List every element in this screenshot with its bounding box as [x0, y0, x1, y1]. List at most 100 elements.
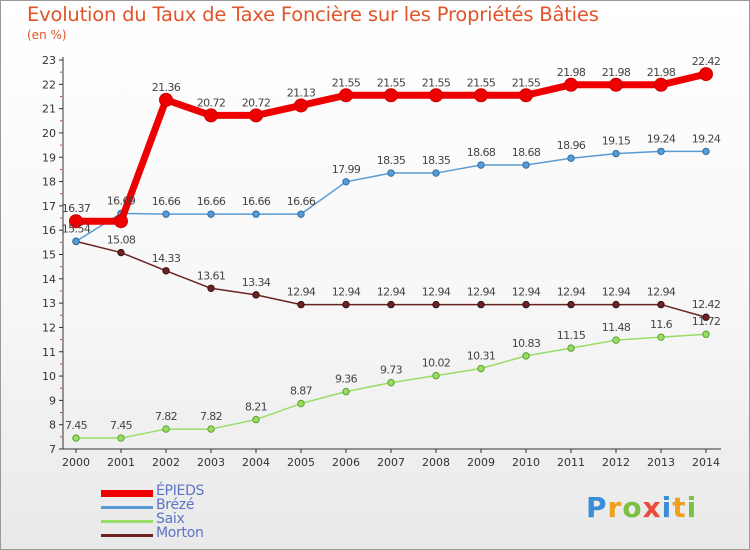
data-label: 15.54 [62, 222, 91, 235]
x-tick-label: 2010 [512, 456, 540, 469]
data-point-breze [567, 154, 575, 162]
data-label: 16.66 [287, 195, 316, 208]
data-label: 18.68 [512, 146, 541, 159]
data-point-epieds [699, 67, 713, 82]
data-label: 21.13 [287, 86, 316, 99]
data-label: 16.66 [152, 195, 181, 208]
data-point-morton [162, 267, 170, 275]
data-point-saix [657, 333, 665, 341]
data-label: 12.94 [512, 286, 541, 299]
data-label: 12.94 [602, 286, 631, 299]
y-tick-label: 11 [42, 346, 56, 359]
data-label: 21.55 [422, 76, 451, 89]
legend-swatch [101, 519, 153, 523]
data-label: 16.37 [62, 202, 91, 215]
data-label: 12.94 [647, 286, 676, 299]
data-label: 16.69 [107, 194, 136, 207]
data-point-breze [207, 210, 215, 218]
data-label: 7.82 [155, 410, 177, 423]
data-point-breze [252, 210, 260, 218]
data-point-morton [252, 291, 260, 299]
data-label: 12.94 [377, 286, 406, 299]
data-point-breze [387, 169, 395, 177]
data-point-epieds [654, 77, 668, 92]
data-point-epieds [294, 98, 308, 113]
data-label: 9.36 [335, 373, 358, 386]
x-tick-label: 2009 [467, 456, 495, 469]
data-point-breze [702, 147, 710, 156]
data-point-saix [387, 378, 395, 387]
data-label: 17.99 [332, 163, 361, 176]
brand-logo-letter: P [586, 491, 608, 524]
legend-item-morton: Morton [101, 525, 301, 542]
data-label: 18.35 [377, 154, 406, 167]
legend-label: Saix [156, 511, 185, 527]
x-tick-label: 2002 [152, 456, 180, 469]
data-label: 12.94 [287, 286, 316, 299]
data-label: 16.66 [242, 195, 271, 208]
data-point-morton [207, 284, 215, 292]
y-tick-label: 17 [42, 200, 56, 213]
data-label: 10.02 [422, 357, 451, 370]
data-label: 12.94 [557, 286, 586, 299]
legend: ÉPIEDS Brézé Saix Morton [101, 483, 301, 542]
unit-label: (en %) [27, 28, 67, 42]
data-label: 12.94 [467, 286, 496, 299]
data-label: 19.24 [692, 132, 721, 145]
data-label: 21.55 [377, 76, 406, 89]
data-label: 21.55 [332, 76, 361, 89]
data-point-epieds [609, 77, 623, 92]
x-tick-label: 2006 [332, 456, 360, 469]
data-label: 12.94 [422, 286, 451, 299]
x-tick-label: 2000 [62, 456, 90, 469]
data-point-saix [252, 415, 260, 424]
y-tick-label: 23 [42, 54, 56, 67]
data-point-morton [297, 300, 305, 309]
y-tick-label: 10 [42, 370, 56, 383]
data-point-epieds [519, 88, 533, 103]
data-point-morton [342, 300, 350, 309]
x-tick-label: 2012 [602, 456, 630, 469]
y-tick-label: 22 [42, 78, 56, 91]
y-tick-label: 9 [49, 394, 56, 407]
data-point-epieds [159, 92, 173, 107]
y-tick-label: 20 [42, 127, 56, 140]
brand-logo-letter: t [672, 491, 687, 524]
data-label: 7.45 [110, 419, 133, 432]
data-label: 14.33 [152, 252, 181, 265]
y-tick-label: 19 [42, 151, 56, 164]
data-point-saix [612, 336, 620, 344]
data-point-breze [657, 147, 665, 156]
data-point-morton [117, 248, 125, 257]
brand-logo: Proxiti [586, 491, 697, 524]
data-point-breze [297, 210, 305, 218]
brand-logo-letter: r [607, 491, 623, 524]
data-point-breze [477, 161, 485, 169]
data-label: 21.55 [467, 76, 496, 89]
data-point-saix [162, 425, 170, 433]
brand-logo-letter: i [686, 491, 698, 524]
data-label: 11.15 [557, 329, 586, 342]
data-point-epieds [429, 88, 443, 103]
y-tick-label: 12 [42, 321, 56, 334]
x-tick-label: 2014 [692, 456, 720, 469]
data-label: 21.98 [557, 66, 586, 79]
data-label: 7.45 [65, 419, 88, 432]
x-tick-label: 2007 [377, 456, 405, 469]
data-label: 13.34 [242, 276, 271, 289]
data-label: 21.98 [602, 66, 631, 79]
data-point-saix [522, 352, 530, 360]
data-point-breze [522, 161, 530, 169]
y-tick-label: 13 [42, 297, 56, 310]
y-tick-label: 18 [42, 176, 56, 189]
data-point-saix [477, 364, 485, 373]
data-label: 11.72 [692, 315, 721, 328]
data-label: 9.73 [380, 364, 403, 377]
legend-swatch [101, 533, 153, 537]
data-label: 11.48 [602, 321, 631, 334]
data-label: 19.24 [647, 132, 676, 145]
data-point-epieds [69, 214, 83, 229]
y-tick-label: 8 [49, 419, 56, 432]
legend-item-saix: Saix [101, 511, 301, 528]
